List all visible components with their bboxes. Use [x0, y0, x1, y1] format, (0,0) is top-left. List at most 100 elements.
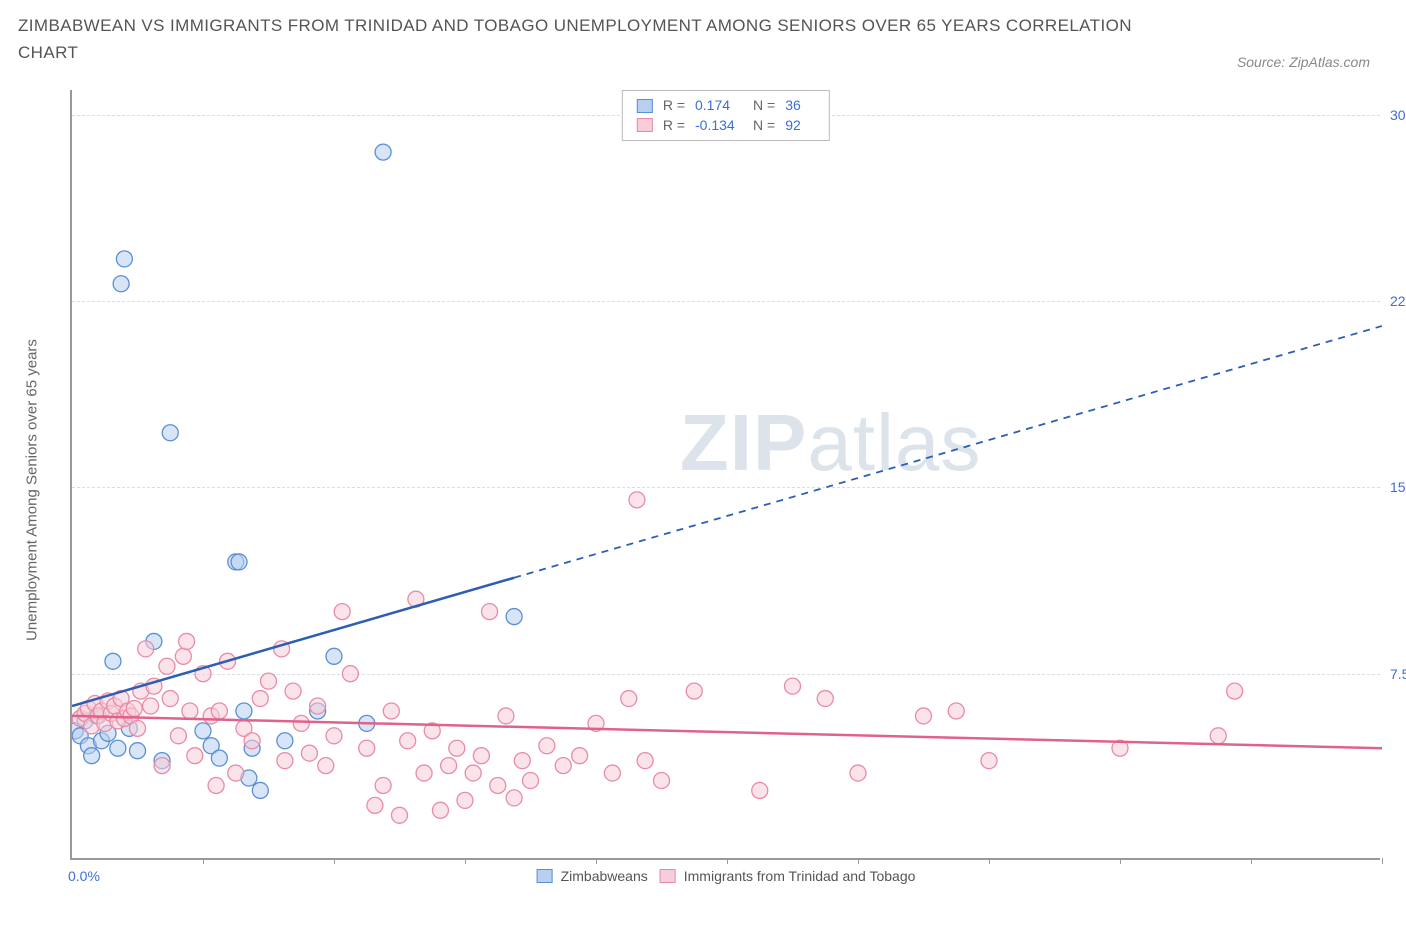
- data-point: [301, 745, 317, 761]
- data-point: [441, 758, 457, 774]
- data-point: [637, 753, 653, 769]
- data-point: [261, 673, 277, 689]
- chart-area: Unemployment Among Seniors over 65 years…: [70, 90, 1380, 860]
- data-point: [785, 678, 801, 694]
- chart-title: ZIMBABWEAN VS IMMIGRANTS FROM TRINIDAD A…: [18, 12, 1138, 66]
- legend-stats-box: R = 0.174 N = 36R = -0.134 N = 92: [622, 90, 830, 141]
- y-axis-label: Unemployment Among Seniors over 65 years: [24, 339, 41, 641]
- data-point: [629, 492, 645, 508]
- data-point: [432, 802, 448, 818]
- data-point: [752, 782, 768, 798]
- scatter-svg: [72, 90, 1382, 860]
- data-point: [110, 740, 126, 756]
- data-point: [130, 720, 146, 736]
- data-point: [159, 658, 175, 674]
- data-point: [490, 777, 506, 793]
- stat-r-value: 0.174: [695, 96, 743, 116]
- data-point: [318, 758, 334, 774]
- data-point: [981, 753, 997, 769]
- stat-r-label: R =: [663, 96, 685, 116]
- data-point: [195, 723, 211, 739]
- data-point: [126, 700, 142, 716]
- stat-r-label: R =: [663, 116, 685, 136]
- y-tick-label: 7.5%: [1390, 666, 1406, 682]
- data-point: [367, 797, 383, 813]
- legend-stat-row: R =0.174N =36: [637, 96, 815, 116]
- y-tick-label: 22.5%: [1390, 293, 1406, 309]
- data-point: [277, 753, 293, 769]
- data-point: [473, 748, 489, 764]
- legend-item: Immigrants from Trinidad and Tobago: [660, 868, 916, 884]
- data-point: [498, 708, 514, 724]
- data-point: [326, 648, 342, 664]
- stat-n-value: 92: [785, 116, 815, 136]
- data-point: [654, 773, 670, 789]
- series-legend: Zimbabweans Immigrants from Trinidad and …: [537, 868, 916, 884]
- stat-n-value: 36: [785, 96, 815, 116]
- legend-label: Immigrants from Trinidad and Tobago: [684, 868, 916, 884]
- stat-n-label: N =: [753, 116, 775, 136]
- data-point: [342, 666, 358, 682]
- data-point: [850, 765, 866, 781]
- data-point: [105, 653, 121, 669]
- data-point: [555, 758, 571, 774]
- data-point: [948, 703, 964, 719]
- data-point: [116, 251, 132, 267]
- data-point: [457, 792, 473, 808]
- data-point: [154, 758, 170, 774]
- data-point: [539, 738, 555, 754]
- data-point: [375, 777, 391, 793]
- data-point: [523, 773, 539, 789]
- data-point: [449, 740, 465, 756]
- x-axis-min-label: 0.0%: [68, 868, 100, 884]
- data-point: [175, 648, 191, 664]
- data-point: [187, 748, 203, 764]
- data-point: [84, 748, 100, 764]
- plot-region: ZIPatlas R =0.174N =36R =-0.134N =92 Zim…: [70, 90, 1380, 860]
- stat-r-value: -0.134: [695, 116, 743, 136]
- data-point: [326, 728, 342, 744]
- data-point: [231, 554, 247, 570]
- trend-line-solid: [72, 716, 1382, 748]
- legend-swatch: [637, 118, 653, 132]
- data-point: [252, 782, 268, 798]
- data-point: [293, 715, 309, 731]
- data-point: [482, 604, 498, 620]
- data-point: [211, 750, 227, 766]
- data-point: [465, 765, 481, 781]
- data-point: [310, 698, 326, 714]
- data-point: [244, 733, 260, 749]
- data-point: [1210, 728, 1226, 744]
- data-point: [236, 703, 252, 719]
- x-tick: [1382, 858, 1383, 864]
- data-point: [162, 691, 178, 707]
- data-point: [392, 807, 408, 823]
- data-point: [113, 276, 129, 292]
- data-point: [182, 703, 198, 719]
- legend-item: Zimbabweans: [537, 868, 648, 884]
- data-point: [211, 703, 227, 719]
- data-point: [138, 641, 154, 657]
- y-tick-label: 30.0%: [1390, 107, 1406, 123]
- source-attribution: Source: ZipAtlas.com: [1237, 54, 1370, 70]
- data-point: [334, 604, 350, 620]
- data-point: [506, 790, 522, 806]
- legend-label: Zimbabweans: [561, 868, 648, 884]
- data-point: [621, 691, 637, 707]
- data-point: [400, 733, 416, 749]
- y-tick-label: 15.0%: [1390, 479, 1406, 495]
- data-point: [686, 683, 702, 699]
- trend-line-dashed: [514, 326, 1382, 578]
- data-point: [130, 743, 146, 759]
- data-point: [170, 728, 186, 744]
- data-point: [604, 765, 620, 781]
- data-point: [162, 425, 178, 441]
- data-point: [416, 765, 432, 781]
- legend-stat-row: R = -0.134 N = 92: [637, 116, 815, 136]
- data-point: [208, 777, 224, 793]
- data-point: [817, 691, 833, 707]
- data-point: [277, 733, 293, 749]
- data-point: [143, 698, 159, 714]
- legend-swatch: [660, 869, 676, 883]
- data-point: [1227, 683, 1243, 699]
